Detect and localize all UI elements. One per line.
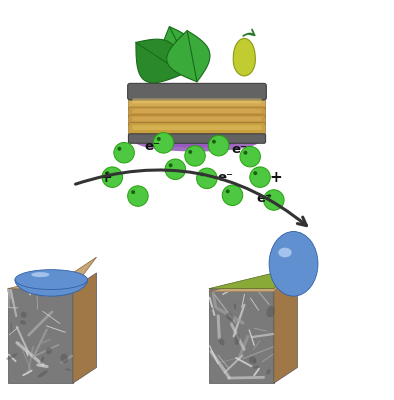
Ellipse shape <box>249 356 256 363</box>
Circle shape <box>102 167 123 187</box>
Ellipse shape <box>31 272 49 277</box>
FancyBboxPatch shape <box>128 123 266 137</box>
Circle shape <box>117 147 121 151</box>
Circle shape <box>264 190 284 210</box>
Polygon shape <box>8 289 73 383</box>
Polygon shape <box>209 260 297 292</box>
Circle shape <box>169 163 173 167</box>
Ellipse shape <box>269 232 318 296</box>
Circle shape <box>240 146 260 167</box>
FancyBboxPatch shape <box>128 115 266 126</box>
FancyBboxPatch shape <box>128 134 266 143</box>
Ellipse shape <box>266 369 271 374</box>
Polygon shape <box>209 257 297 289</box>
Circle shape <box>208 135 229 156</box>
Polygon shape <box>233 38 255 76</box>
FancyBboxPatch shape <box>132 125 262 130</box>
Polygon shape <box>209 289 274 383</box>
Ellipse shape <box>37 370 48 378</box>
Ellipse shape <box>218 338 225 345</box>
Circle shape <box>250 167 270 187</box>
FancyBboxPatch shape <box>128 107 266 118</box>
Circle shape <box>212 140 216 144</box>
Text: +: + <box>99 170 112 186</box>
Ellipse shape <box>253 366 259 369</box>
Text: e⁻: e⁻ <box>145 140 161 152</box>
Text: e⁻: e⁻ <box>217 172 233 184</box>
Ellipse shape <box>46 348 52 354</box>
Circle shape <box>267 194 271 198</box>
Ellipse shape <box>65 368 71 371</box>
Text: e⁻: e⁻ <box>256 192 272 205</box>
Text: +: + <box>269 170 282 185</box>
FancyBboxPatch shape <box>132 98 262 103</box>
FancyBboxPatch shape <box>128 96 266 110</box>
Circle shape <box>200 172 204 176</box>
Polygon shape <box>15 280 87 296</box>
Ellipse shape <box>266 306 275 317</box>
Circle shape <box>106 171 110 175</box>
Ellipse shape <box>136 132 258 152</box>
Circle shape <box>243 151 247 155</box>
Ellipse shape <box>15 270 87 290</box>
Circle shape <box>188 150 192 154</box>
Polygon shape <box>162 27 196 74</box>
Circle shape <box>185 146 205 166</box>
Polygon shape <box>167 30 210 82</box>
Polygon shape <box>274 273 297 383</box>
Ellipse shape <box>20 312 27 318</box>
Polygon shape <box>73 273 97 383</box>
Ellipse shape <box>226 312 234 321</box>
Circle shape <box>253 171 257 175</box>
FancyBboxPatch shape <box>132 109 262 113</box>
Text: e⁻: e⁻ <box>232 143 247 156</box>
Ellipse shape <box>11 322 12 332</box>
Ellipse shape <box>60 354 68 363</box>
Ellipse shape <box>6 353 18 360</box>
Ellipse shape <box>253 359 256 364</box>
Ellipse shape <box>278 248 292 257</box>
Circle shape <box>222 185 243 206</box>
FancyBboxPatch shape <box>132 117 262 121</box>
Circle shape <box>131 190 135 194</box>
Circle shape <box>165 159 186 180</box>
Circle shape <box>197 168 217 188</box>
Circle shape <box>226 189 230 193</box>
Circle shape <box>128 186 148 206</box>
Circle shape <box>157 137 161 141</box>
Ellipse shape <box>234 303 236 310</box>
Ellipse shape <box>234 333 240 345</box>
Polygon shape <box>8 257 97 289</box>
Ellipse shape <box>153 136 240 148</box>
Ellipse shape <box>37 288 43 294</box>
Circle shape <box>153 133 174 153</box>
Ellipse shape <box>20 320 26 325</box>
Polygon shape <box>136 39 183 83</box>
Ellipse shape <box>40 356 44 364</box>
FancyBboxPatch shape <box>128 83 266 100</box>
Circle shape <box>114 142 134 163</box>
Ellipse shape <box>210 307 214 310</box>
